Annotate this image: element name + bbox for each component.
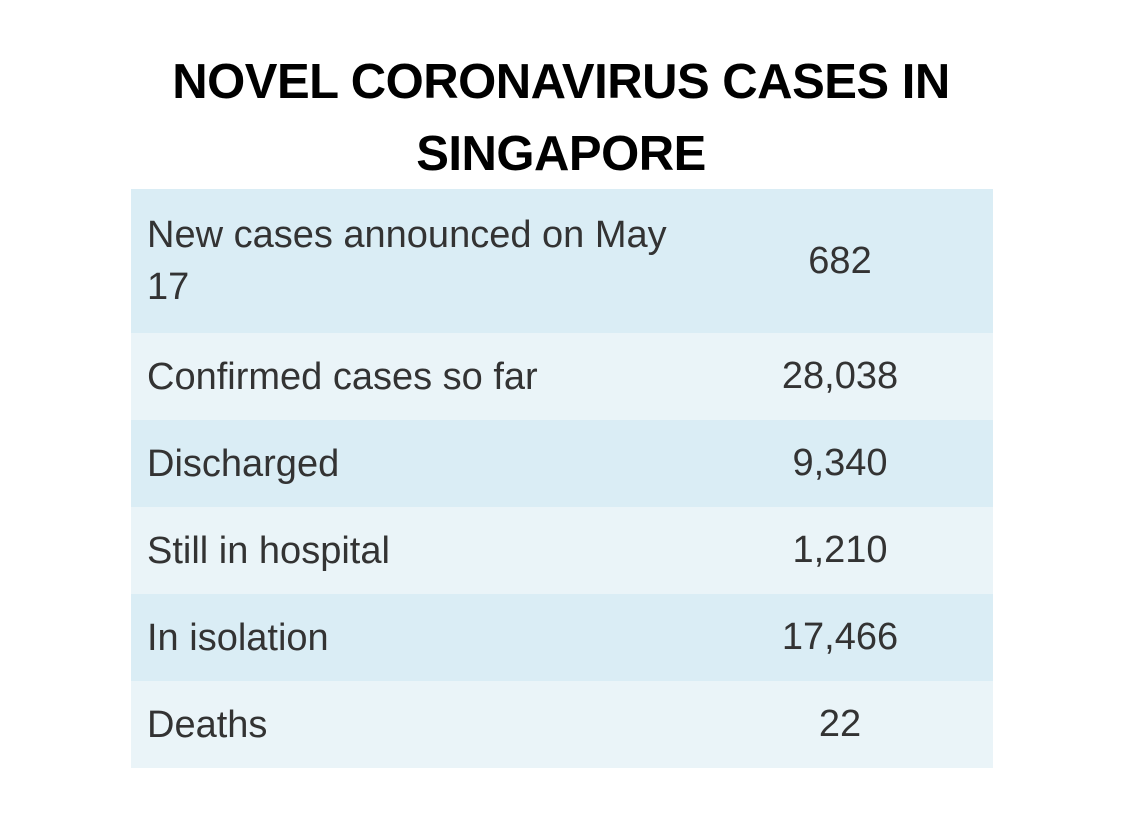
row-label: Still in hospital xyxy=(131,507,723,594)
stats-table: New cases announced on May 17 682 Confir… xyxy=(131,189,993,768)
table-row-still-in-hospital: Still in hospital 1,210 xyxy=(131,507,993,594)
row-value: 9,340 xyxy=(723,420,993,507)
row-label: In isolation xyxy=(131,594,723,681)
table-row-in-isolation: In isolation 17,466 xyxy=(131,594,993,681)
page-title: NOVEL CORONAVIRUS CASES IN SINGAPORE xyxy=(172,55,950,181)
row-value: 22 xyxy=(723,681,993,768)
table-row-discharged: Discharged 9,340 xyxy=(131,420,993,507)
row-value: 17,466 xyxy=(723,594,993,681)
row-value: 682 xyxy=(723,189,993,333)
row-value: 28,038 xyxy=(723,333,993,420)
table-row-new-cases: New cases announced on May 17 682 xyxy=(131,189,993,333)
row-label: Discharged xyxy=(131,420,723,507)
row-label: Confirmed cases so far xyxy=(131,333,723,420)
row-label: New cases announced on May 17 xyxy=(131,189,723,333)
row-label: Deaths xyxy=(131,681,723,768)
table-row-confirmed-cases: Confirmed cases so far 28,038 xyxy=(131,333,993,420)
table-row-deaths: Deaths 22 xyxy=(131,681,993,768)
row-value: 1,210 xyxy=(723,507,993,594)
